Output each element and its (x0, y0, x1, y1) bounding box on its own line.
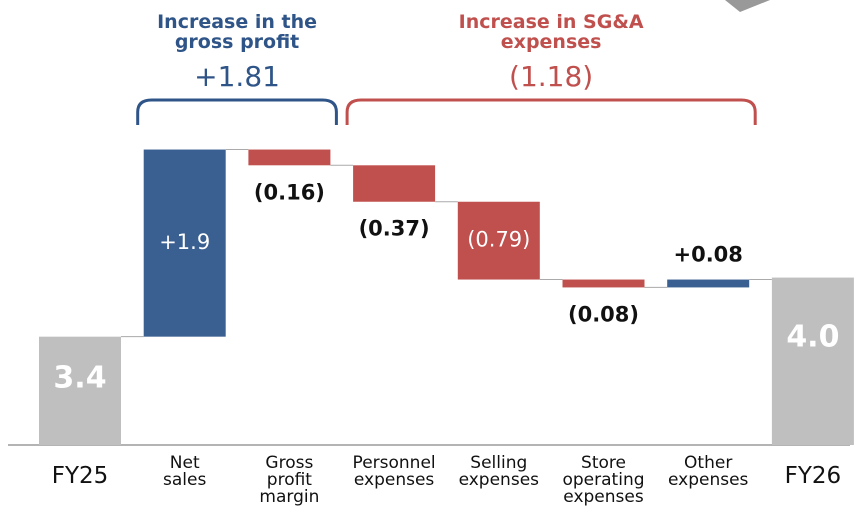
value-label: (0.37) (359, 217, 430, 241)
x-tick-label: Personnel expenses (352, 453, 436, 490)
x-tick-label: Other expenses (667, 453, 749, 490)
annotation-text: Increase in the gross profit (157, 11, 317, 53)
value-label: +0.08 (673, 243, 742, 267)
bar (667, 279, 750, 288)
annotation-value: +1.81 (194, 60, 280, 93)
bar (457, 201, 540, 280)
decor-arrow (725, 0, 770, 12)
bar (353, 165, 436, 202)
x-tick-label: Net sales (163, 453, 207, 490)
annotation-value: (1.18) (509, 60, 594, 93)
bar (562, 279, 645, 288)
x-tick-label: Selling expenses (458, 453, 540, 490)
value-label: (0.79) (467, 228, 530, 252)
annotation-text: Increase in SG&A expenses (458, 11, 644, 53)
bar (248, 149, 331, 166)
value-label: (0.16) (254, 180, 325, 204)
value-label: 4.0 (786, 319, 839, 354)
bracket (136, 98, 338, 125)
x-tick-label: FY26 (784, 463, 842, 489)
value-label: 3.4 (53, 361, 106, 396)
x-tick-label: FY25 (51, 463, 109, 489)
bar (143, 149, 226, 337)
bar (39, 336, 121, 445)
x-tick-label: Gross profit margin (259, 453, 320, 507)
x-tick-label: Store operating expenses (562, 453, 645, 507)
bar (771, 277, 854, 445)
bracket (345, 98, 757, 125)
value-label: (0.08) (568, 302, 639, 326)
value-label: +1.9 (159, 230, 210, 254)
